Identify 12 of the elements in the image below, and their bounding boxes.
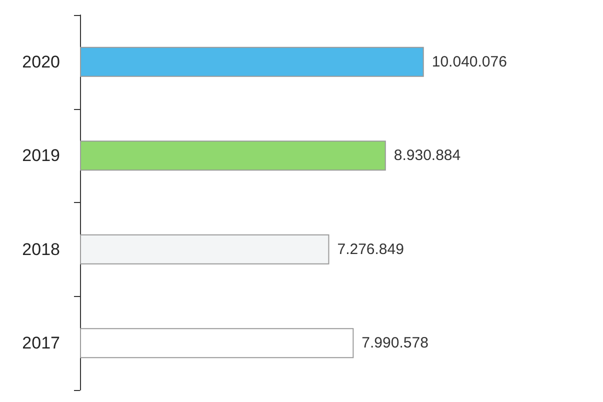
bar xyxy=(80,234,330,264)
data-label: 8.930.884 xyxy=(394,147,461,164)
y-tick-label: 2019 xyxy=(22,146,60,166)
bar xyxy=(80,140,386,171)
data-label: 7.990.578 xyxy=(362,334,428,352)
bar xyxy=(80,46,424,77)
data-label: 10.040.076 xyxy=(432,53,507,70)
y-tick-label: 2020 xyxy=(22,52,60,72)
data-label: 7.276.849 xyxy=(337,240,404,258)
y-tick-label: 2017 xyxy=(22,334,60,353)
bar xyxy=(80,328,354,358)
y-tick-label: 2018 xyxy=(22,240,60,259)
